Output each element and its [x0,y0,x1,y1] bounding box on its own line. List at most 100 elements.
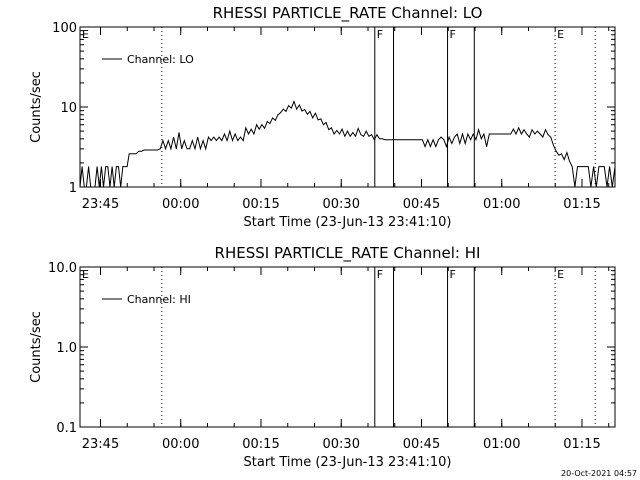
data-point [90,186,91,188]
y-tick-label: 0.1 [56,421,77,436]
data-point [109,186,111,188]
data-point [355,136,356,137]
data-point [248,133,249,135]
data-point [107,166,109,167]
data-point [283,108,284,110]
data-point [392,139,394,140]
data-point [170,148,172,150]
data-point [122,166,124,167]
data-point [197,136,198,138]
data-point [124,166,126,167]
data-point [491,133,493,135]
data-point [168,140,169,141]
data-point [173,136,174,138]
data-point [363,136,364,137]
data-point [585,166,586,167]
data-point [499,133,501,135]
data-point [379,138,380,140]
data-point [398,139,399,140]
data-point [331,127,332,129]
data-point [245,127,247,129]
data-point [349,136,351,137]
data-point [403,139,405,140]
data-point [339,133,340,135]
data-point [502,133,504,135]
y-tick-label: 1.0 [56,341,77,356]
data-point [494,133,495,135]
data-point [523,129,525,130]
data-point [221,140,223,141]
data-point [579,166,581,167]
data-point [131,153,132,155]
x-tick-label: 00:00 [162,197,199,212]
x-tick-label: 00:45 [403,437,440,452]
data-point [202,140,204,141]
data-point [438,139,439,140]
data-point [218,136,220,138]
data-point [507,133,509,135]
data-point [510,133,512,135]
x-tick-label: 23:45 [82,197,119,212]
data-point [269,123,271,124]
event-marker-label: F [450,268,456,281]
chart-title: RHESSI PARTICLE_RATE Channel: HI [215,244,481,263]
data-point [149,149,150,151]
x-tick-label: 00:00 [162,437,199,452]
data-point [200,148,201,150]
data-point [253,133,255,135]
event-marker-label: E [557,28,564,41]
data-point [344,136,346,137]
data-point [451,143,453,144]
data-point [454,136,455,138]
data-point [143,149,145,151]
data-point [240,136,241,138]
data-point [374,139,375,140]
data-point [336,130,338,131]
data-point [229,130,231,132]
data-point [301,110,303,112]
data-point [154,149,156,151]
data-point [588,166,589,167]
data-point [422,139,423,140]
data-point [365,130,367,132]
data-point [486,146,487,147]
data-point [598,166,600,167]
data-point [141,150,142,152]
data-point [138,150,140,152]
data-point [277,114,279,116]
data-point [299,104,300,106]
data-point [86,186,87,188]
data-point [258,128,260,130]
data-point [411,139,413,140]
data-point [176,148,177,150]
data-point [160,148,161,150]
data-point [596,186,597,188]
data-point [88,166,89,167]
plot-frame [79,26,616,188]
legend-label: Channel: LO [127,53,194,66]
data-point [448,136,450,138]
data-point [84,186,85,188]
data-point [165,148,166,150]
data-point [390,139,391,140]
data-point [475,139,477,140]
event-marker-label: F [377,268,383,281]
data-point [208,136,209,138]
data-point [111,166,113,167]
data-point [526,133,527,135]
data-point [609,166,610,167]
data-point [555,150,557,152]
data-point [280,112,281,113]
data-point [497,133,498,135]
data-point [291,107,292,109]
data-point [414,139,415,140]
plot-frame [79,266,616,428]
data-point [537,130,538,132]
data-point [464,143,466,144]
data-point [430,146,431,147]
data-point [481,138,482,140]
data-point [432,139,434,140]
x-axis-label: Start Time (23-Jun-13 23:41:10) [244,215,452,230]
legend-label: Channel: HI [127,293,191,306]
